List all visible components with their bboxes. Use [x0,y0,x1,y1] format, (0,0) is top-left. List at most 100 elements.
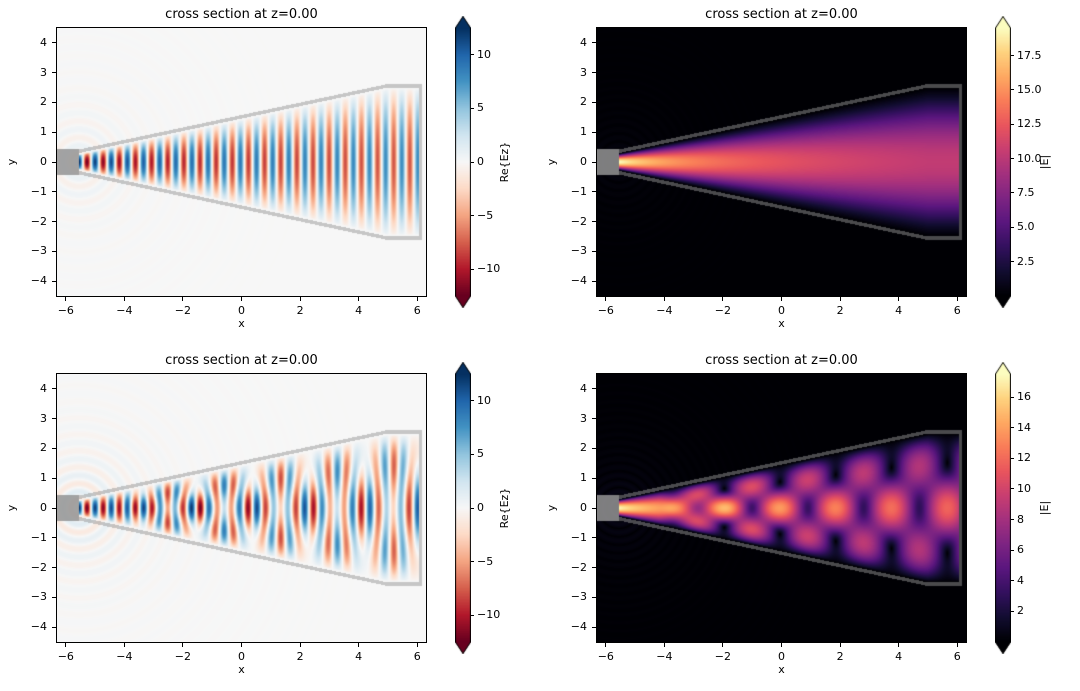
x-tick-label: 0 [778,650,785,663]
y-tick-mark [592,507,596,509]
y-tick-mark [52,42,56,44]
x-tick-mark [358,643,360,647]
field-heatmap-canvas [57,28,426,296]
colorbar-ticks: 10 5 0 −5 −10 [471,362,517,654]
y-tick-mark [52,596,56,598]
y-tick-label: 2 [40,95,47,109]
colorbar-tick-mark [1011,457,1014,459]
y-tick-label: −4 [30,620,47,634]
y-tick-label: 2 [580,95,587,109]
y-tick-mark [52,280,56,282]
x-tick-mark [956,643,958,647]
x-tick-mark [123,297,125,301]
colorbar-tick-label: 10 [477,393,491,407]
colorbar-tick-mark [1011,89,1014,91]
colorbar-ticks: 10 5 0 −5 −10 [471,16,517,308]
y-axis-label: y [5,504,18,512]
colorbar-ticks: 16 14 12 10 8 6 4 2 [1011,362,1057,654]
x-tick-label: 6 [953,304,961,317]
x-tick-label: −4 [116,650,133,663]
plot-title: cross section at z=0.00 [165,7,318,22]
y-tick-label: −3 [30,590,47,604]
colorbar-tick-mark [471,453,474,455]
x-tick-mark [722,643,724,647]
colorbar-tick-mark [1011,519,1014,520]
y-tick-mark [592,101,596,103]
y-tick-mark [592,477,596,479]
y-tick-label: 1 [40,125,47,139]
x-tick-mark [605,297,607,301]
y-tick-mark [52,131,56,133]
colorbar-tick-label: −10 [477,608,501,622]
plot-area [596,373,967,643]
y-tick-mark [52,567,56,569]
y-axis-label: y [545,504,558,512]
colorbar-tick-mark [471,614,474,616]
x-tick-label: −2 [174,304,191,317]
y-tick-mark [52,447,56,449]
y-tick-mark [52,221,56,223]
y-tick-label: −2 [570,214,587,228]
colorbar-tick-mark [1011,158,1014,160]
y-tick-mark [592,161,596,163]
x-axis-ticks: −6 −4 −2 0 2 4 6 [597,643,966,667]
colorbar-tick-mark [1011,226,1014,228]
y-tick-label: 3 [40,411,47,425]
y-axis-ticks: 4 3 2 1 0 −1 −2 −3 −4 [0,374,56,642]
colorbar-tick-mark [1011,123,1014,125]
colorbar-label: Re{Ez} [498,487,511,529]
colorbar-tick-mark [1011,610,1014,612]
colorbar [455,16,471,308]
y-tick-label: −3 [570,244,587,258]
y-tick-label: −1 [30,530,47,544]
x-tick-mark [182,643,184,647]
x-tick-mark [123,643,125,647]
y-tick-label: −2 [30,560,47,574]
x-tick-label: 0 [238,650,245,663]
plot-area [56,27,427,297]
colorbar-tick-label: 2 [1017,604,1024,618]
x-tick-label: 2 [836,304,844,317]
x-axis-label: x [238,317,245,330]
x-tick-label: 6 [953,650,961,663]
x-axis-label: x [778,663,785,676]
y-tick-label: 1 [580,471,587,485]
colorbar-tick-mark [1011,261,1014,263]
field-heatmap-canvas [597,28,966,296]
y-tick-label: 0 [40,501,47,514]
y-tick-mark [52,250,56,252]
x-axis-ticks: −6 −4 −2 0 2 4 6 [57,643,426,667]
y-axis-ticks: 4 3 2 1 0 −1 −2 −3 −4 [540,374,596,642]
y-tick-mark [592,280,596,282]
plot-area [56,373,427,643]
x-tick-mark [65,297,67,301]
y-tick-mark [52,191,56,193]
y-tick-mark [592,250,596,252]
x-tick-mark [416,643,418,647]
y-tick-label: −1 [570,184,587,198]
x-tick-label: −4 [656,304,673,317]
y-tick-label: 2 [580,441,587,455]
colorbar-tick-label: 10.0 [1017,151,1042,165]
colorbar-tick-mark [471,268,474,270]
x-tick-label: 4 [895,304,903,317]
y-tick-mark [52,72,56,74]
colorbar-tick-label: 17.5 [1017,48,1042,62]
colorbar-tick-label: 6 [1017,543,1024,557]
colorbar-tick-label: −5 [477,208,494,222]
y-tick-label: 4 [580,381,587,395]
y-tick-label: −4 [570,274,587,288]
y-tick-label: 4 [40,381,47,395]
y-tick-mark [592,626,596,628]
colorbar-tick-label: 10 [1017,481,1031,495]
x-axis-ticks: −6 −4 −2 0 2 4 6 [57,297,426,321]
y-tick-mark [592,221,596,223]
x-tick-label: −6 [57,650,74,663]
x-tick-mark [898,643,900,647]
colorbar-tick-mark [471,107,474,109]
x-tick-label: 6 [413,650,421,663]
colorbar-tick-mark [471,54,474,56]
y-tick-mark [592,131,596,133]
